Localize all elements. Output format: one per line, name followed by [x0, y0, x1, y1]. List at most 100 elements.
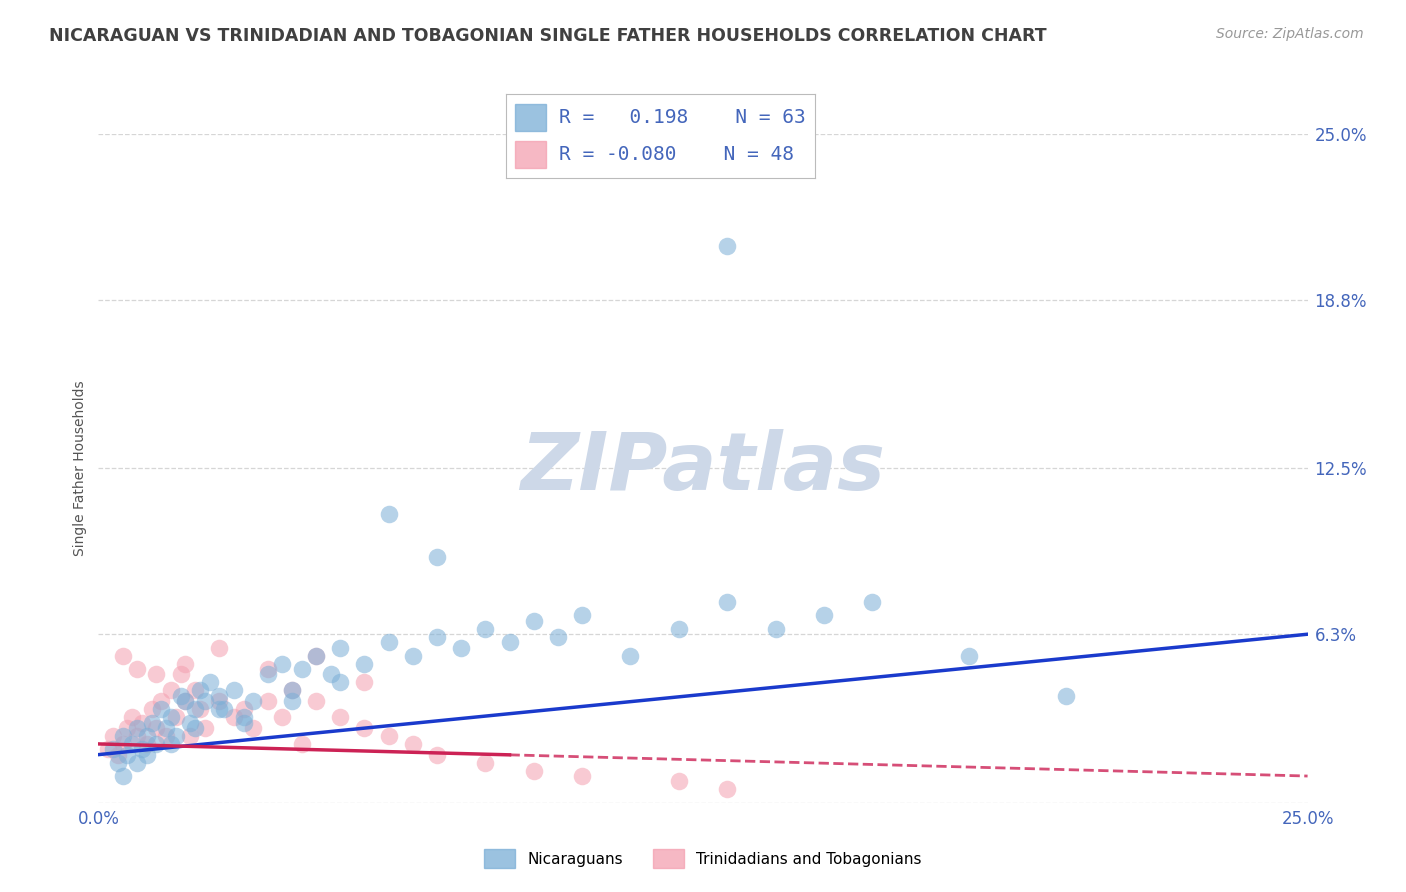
Point — [160, 683, 183, 698]
Point — [127, 756, 149, 770]
Point — [571, 769, 593, 783]
Point — [242, 694, 264, 708]
Point — [523, 614, 546, 628]
Point — [208, 689, 231, 703]
Point — [135, 729, 157, 743]
Point — [232, 702, 254, 716]
Point — [155, 721, 177, 735]
Y-axis label: Single Father Households: Single Father Households — [73, 381, 87, 556]
Point — [271, 657, 294, 671]
Point — [131, 742, 153, 756]
Point — [716, 239, 738, 253]
Point — [208, 702, 231, 716]
Point — [111, 729, 134, 743]
Point — [198, 675, 221, 690]
Point — [97, 742, 120, 756]
Point — [145, 721, 167, 735]
Point — [131, 715, 153, 730]
Point — [256, 667, 278, 681]
Point — [668, 622, 690, 636]
Point — [127, 662, 149, 676]
Bar — [516, 103, 547, 131]
Point — [127, 729, 149, 743]
Point — [111, 769, 134, 783]
Point — [111, 648, 134, 663]
Text: NICARAGUAN VS TRINIDADIAN AND TOBAGONIAN SINGLE FATHER HOUSEHOLDS CORRELATION CH: NICARAGUAN VS TRINIDADIAN AND TOBAGONIAN… — [49, 27, 1047, 45]
Point — [353, 675, 375, 690]
Point — [402, 648, 425, 663]
Point — [165, 710, 187, 724]
Point — [450, 640, 472, 655]
Point — [619, 648, 641, 663]
Bar — [516, 141, 547, 169]
Point — [281, 683, 304, 698]
Point — [135, 747, 157, 762]
Point — [101, 742, 124, 756]
Point — [281, 683, 304, 698]
Point — [184, 702, 207, 716]
Point — [150, 694, 173, 708]
Point — [353, 657, 375, 671]
Point — [498, 635, 520, 649]
Point — [290, 737, 312, 751]
Point — [353, 721, 375, 735]
Point — [319, 667, 342, 681]
Point — [716, 782, 738, 797]
Point — [305, 694, 328, 708]
Point — [174, 694, 197, 708]
Point — [194, 694, 217, 708]
Point — [860, 595, 883, 609]
Point — [188, 702, 211, 716]
Point — [474, 622, 496, 636]
Point — [121, 710, 143, 724]
Point — [179, 729, 201, 743]
Point — [117, 747, 139, 762]
Point — [813, 608, 835, 623]
Point — [117, 721, 139, 735]
Point — [256, 662, 278, 676]
Point — [426, 630, 449, 644]
Point — [101, 729, 124, 743]
Point — [174, 694, 197, 708]
Point — [145, 667, 167, 681]
Point — [377, 507, 399, 521]
Legend: Nicaraguans, Trinidadians and Tobagonians: Nicaraguans, Trinidadians and Tobagonian… — [477, 841, 929, 875]
Point — [165, 729, 187, 743]
Point — [426, 549, 449, 564]
Point — [377, 635, 399, 649]
Point — [523, 764, 546, 778]
Point — [329, 710, 352, 724]
Point — [232, 710, 254, 724]
Point — [208, 640, 231, 655]
Point — [402, 737, 425, 751]
Point — [184, 683, 207, 698]
Point — [150, 702, 173, 716]
Point — [329, 640, 352, 655]
Text: ZIPatlas: ZIPatlas — [520, 429, 886, 508]
Point — [135, 737, 157, 751]
Point — [271, 710, 294, 724]
Point — [232, 715, 254, 730]
Point — [141, 702, 163, 716]
Point — [329, 675, 352, 690]
Text: R = -0.080    N = 48: R = -0.080 N = 48 — [558, 145, 794, 164]
Point — [765, 622, 787, 636]
Point — [256, 694, 278, 708]
Point — [222, 683, 245, 698]
Point — [474, 756, 496, 770]
Point — [426, 747, 449, 762]
Point — [377, 729, 399, 743]
Point — [547, 630, 569, 644]
Point — [127, 721, 149, 735]
Point — [141, 715, 163, 730]
Point — [222, 710, 245, 724]
Point — [169, 667, 191, 681]
Text: R =   0.198    N = 63: R = 0.198 N = 63 — [558, 108, 806, 127]
Point — [290, 662, 312, 676]
Point — [145, 737, 167, 751]
Point — [668, 774, 690, 789]
Point — [212, 702, 235, 716]
Point — [281, 694, 304, 708]
Point — [716, 595, 738, 609]
Point — [107, 756, 129, 770]
